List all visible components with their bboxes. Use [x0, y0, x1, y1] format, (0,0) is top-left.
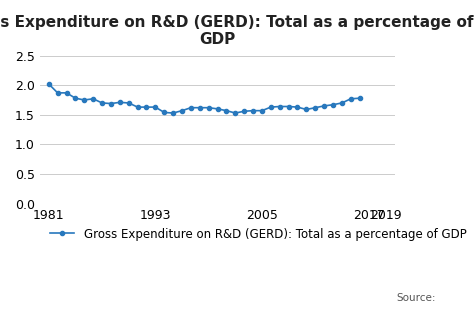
Text: Source:: Source:	[397, 293, 436, 303]
Title: Gross Expenditure on R&D (GERD): Total as a percentage of
GDP: Gross Expenditure on R&D (GERD): Total a…	[0, 15, 474, 47]
Legend: Gross Expenditure on R&D (GERD): Total as a percentage of GDP: Gross Expenditure on R&D (GERD): Total a…	[46, 223, 471, 245]
